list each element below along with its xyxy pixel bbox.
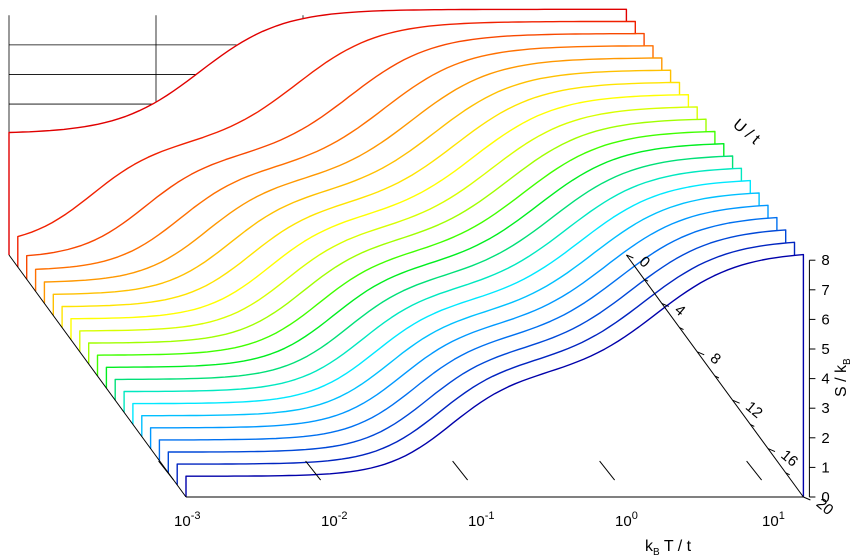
u-tick-mark: [767, 448, 776, 453]
x-tick-mark: [305, 460, 322, 481]
u-minor-tick: [750, 423, 755, 427]
s-tick-label: 2: [821, 430, 829, 447]
s-tick-label: 4: [821, 371, 829, 388]
x-axis-label: kB T / t: [645, 538, 692, 558]
s-tick-label: 3: [821, 400, 829, 417]
x-tick-label: 10-3: [174, 510, 200, 530]
u-minor-tick: [679, 327, 684, 331]
series-line-U4: [43, 57, 663, 304]
series-line-U2: [26, 32, 645, 280]
s-tick-label: 6: [821, 311, 829, 328]
series-line-U16: [149, 204, 769, 449]
series-line-U19: [176, 241, 796, 485]
series-curves: [8, 8, 805, 497]
series-line-U6: [61, 81, 681, 328]
x-tick-mark: [158, 460, 175, 481]
u-axis-label: U / t: [729, 116, 763, 148]
series-line-U3: [34, 45, 654, 292]
series-line-U1: [17, 20, 636, 268]
series-line-U10: [96, 130, 716, 376]
series-line-U7: [70, 94, 690, 340]
x-tick-label: 10-1: [468, 510, 494, 530]
u-tick-mark: [661, 302, 669, 307]
s-axis-label: S / kB: [833, 358, 853, 397]
series-line-U20: [185, 253, 805, 497]
s-tick-label: 7: [821, 282, 829, 299]
x-tick-label: 10-2: [321, 510, 347, 530]
x-tick-mark: [452, 460, 469, 481]
u-minor-tick: [785, 472, 790, 476]
x-tick-mark: [746, 460, 763, 481]
floor-axes: [8, 254, 816, 501]
series-line-U18: [167, 229, 787, 473]
u-tick-mark: [626, 254, 634, 259]
s-tick-label: 8: [821, 252, 829, 269]
x-tick-label: 101: [762, 510, 785, 530]
u-minor-tick: [643, 278, 649, 282]
series-line-U11: [105, 143, 725, 389]
series-line-U12: [114, 155, 734, 401]
s-tick-label: 1: [821, 459, 829, 476]
series-fill: [186, 254, 804, 497]
s-tick-label: 0: [821, 489, 829, 506]
u-tick-mark: [732, 399, 740, 404]
u-tick-mark: [697, 351, 705, 356]
u-tick-mark: [803, 496, 811, 501]
x-tick-label: 100: [615, 510, 638, 530]
series-line-U13: [123, 167, 743, 413]
series-line-U5: [52, 69, 672, 316]
x-tick-mark: [599, 460, 616, 481]
series-line-U17: [158, 216, 778, 461]
series-line-U14: [132, 179, 751, 425]
series-line-U0: [8, 8, 628, 255]
series-line-U8: [79, 106, 698, 352]
u-minor-tick: [714, 375, 720, 379]
series-line-U15: [141, 192, 760, 437]
floor-left-edge: [8, 254, 187, 498]
series-line-U9: [88, 118, 707, 364]
s-tick-label: 5: [821, 341, 829, 358]
